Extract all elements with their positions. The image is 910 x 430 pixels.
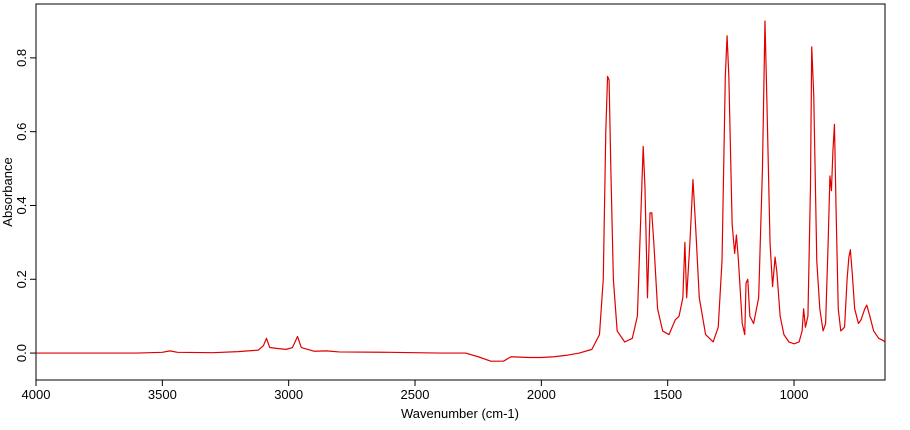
y-tick-label: 0.6 xyxy=(14,123,29,141)
x-tick-label: 1000 xyxy=(780,387,809,402)
x-tick-label: 1500 xyxy=(653,387,682,402)
y-axis-label: Absorbance xyxy=(0,157,15,226)
y-tick-label: 0.2 xyxy=(14,270,29,288)
y-tick-label: 0.8 xyxy=(14,49,29,67)
spectrum-line xyxy=(36,20,886,362)
x-tick-label: 4000 xyxy=(22,387,51,402)
plot-frame xyxy=(35,3,886,381)
x-axis-label: Wavenumber (cm-1) xyxy=(401,406,519,421)
x-tick-label: 3000 xyxy=(274,387,303,402)
y-tick-label: 0.0 xyxy=(14,344,29,362)
y-tick-label: 0.4 xyxy=(14,196,29,214)
x-tick-label: 2500 xyxy=(401,387,430,402)
x-tick-label: 2000 xyxy=(527,387,556,402)
x-tick-label: 3500 xyxy=(148,387,177,402)
